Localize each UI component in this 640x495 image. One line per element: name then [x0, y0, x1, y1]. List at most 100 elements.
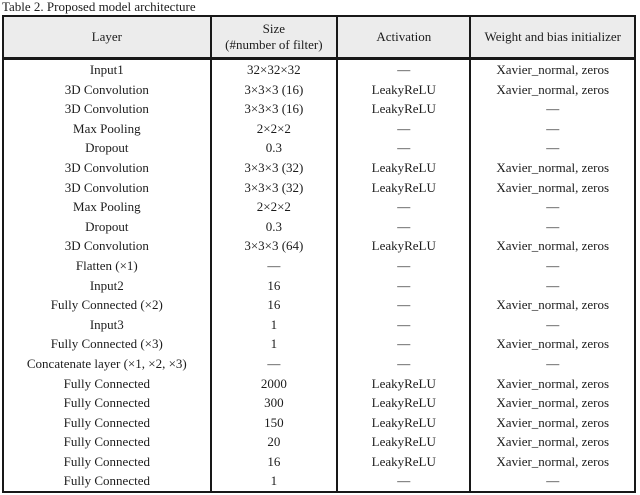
table-row: Fully Connected 2000 LeakyReLU Xavier_norma…: [2, 373, 636, 394]
table-cell: Input2: [2, 275, 212, 296]
table-cell: LeakyReLU: [336, 373, 472, 394]
column-header-sublabel: (#number of filter): [225, 37, 323, 52]
table-cell: Xavier_normal, zeros: [469, 451, 636, 472]
column-header-label: Activation: [376, 29, 432, 44]
table-cell: 3D Convolution: [2, 79, 212, 100]
table-cell: 16: [209, 275, 339, 296]
table-row: Dropout 0.3— —: [2, 216, 636, 237]
table-cell: 1: [209, 314, 339, 335]
table-row: 3D Convolution 3×3×3 (32) LeakyReLU Xavier_…: [2, 177, 636, 198]
table-cell: —: [209, 255, 339, 276]
table-cell: —: [469, 314, 636, 335]
table-cell: Fully Connected: [2, 471, 212, 493]
table-cell: Fully Connected (×2): [2, 295, 212, 315]
table-cell: Dropout: [2, 138, 212, 158]
table-cell: 3D Convolution: [2, 99, 212, 119]
table-cell: —: [209, 353, 339, 374]
table-row: Input2 16— —: [2, 275, 636, 296]
table-row: Max Pooling 2×2×2— —: [2, 118, 636, 139]
table-row: Fully Connected 20 LeakyReLU Xavier_normal,…: [2, 432, 636, 452]
table-cell: —: [336, 118, 472, 139]
table-cell: 1: [209, 334, 339, 354]
table-row: Fully Connected 300 LeakyReLU Xavier_normal…: [2, 393, 636, 413]
table-cell: 300: [209, 393, 339, 413]
table-cell: Flatten (×1): [2, 255, 212, 276]
table-row: 3D Convolution 3×3×3 (64) LeakyReLU Xavier_…: [2, 236, 636, 256]
table-cell: Fully Connected: [2, 451, 212, 472]
table-cell: 2000: [209, 373, 339, 394]
table-cell: Input1: [2, 58, 212, 80]
table-caption: Table 2. Proposed model architecture: [2, 0, 196, 14]
table-cell: 3D Convolution: [2, 177, 212, 198]
table-cell: 2×2×2: [209, 197, 339, 217]
table-cell: —: [336, 138, 472, 158]
table-cell: —: [469, 471, 636, 493]
table-cell: LeakyReLU: [336, 79, 472, 100]
table-row: Max Pooling 2×2×2— —: [2, 197, 636, 217]
table-cell: —: [469, 275, 636, 296]
table-cell: 16: [209, 295, 339, 315]
column-header-label: Weight and bias initializer: [484, 29, 621, 44]
table-cell: 16: [209, 451, 339, 472]
table-cell: LeakyReLU: [336, 393, 472, 413]
column-header-size: Size (#number of filter): [209, 16, 339, 60]
table-cell: Concatenate layer (×1, ×2, ×3): [2, 353, 212, 374]
table-cell: 0.3: [209, 138, 339, 158]
table-cell: 1: [209, 471, 339, 493]
table-cell: 2×2×2: [209, 118, 339, 139]
table-cell: Xavier_normal, zeros: [469, 334, 636, 354]
table-cell: —: [336, 255, 472, 276]
table-row: Input1 32×32×32— Xavier_normal, zeros: [2, 58, 636, 80]
table-cell: Fully Connected: [2, 432, 212, 452]
table-cell: 3×3×3 (32): [209, 177, 339, 198]
table-row: Concatenate layer (×1, ×2, ×3) — — —: [2, 353, 636, 374]
table-cell: Xavier_normal, zeros: [469, 157, 636, 178]
table-cell: LeakyReLU: [336, 157, 472, 178]
table-cell: 0.3: [209, 216, 339, 237]
table-cell: Xavier_normal, zeros: [469, 432, 636, 452]
table-header: Layer Size (#number of filter) Activatio…: [2, 16, 636, 60]
model-architecture-table: Layer Size (#number of filter) Activatio…: [2, 15, 636, 494]
table-row: Input3 1— —: [2, 314, 636, 335]
table-cell: —: [336, 334, 472, 354]
table-cell: LeakyReLU: [336, 451, 472, 472]
table-row: 3D Convolution 3×3×3 (16) LeakyReLU Xavier_…: [2, 79, 636, 100]
table-cell: Xavier_normal, zeros: [469, 79, 636, 100]
table-cell: 3×3×3 (16): [209, 79, 339, 100]
table-cell: 3×3×3 (32): [209, 157, 339, 178]
table-cell: LeakyReLU: [336, 236, 472, 256]
table-row: 3D Convolution 3×3×3 (32) LeakyReLU Xavier_…: [2, 157, 636, 178]
table-cell: LeakyReLU: [336, 432, 472, 452]
table-cell: Xavier_normal, zeros: [469, 236, 636, 256]
table-cell: —: [469, 216, 636, 237]
table-cell: —: [336, 353, 472, 374]
table-cell: 3D Convolution: [2, 157, 212, 178]
table-row: Fully Connected 1— —: [2, 471, 636, 493]
table-cell: Xavier_normal, zeros: [469, 177, 636, 198]
table-row: Flatten (×1) — — —: [2, 255, 636, 276]
table-cell: —: [469, 118, 636, 139]
table-row: Fully Connected 16 LeakyReLU Xavier_normal,…: [2, 451, 636, 472]
table-cell: Dropout: [2, 216, 212, 237]
table-cell: —: [469, 197, 636, 217]
table-cell: Xavier_normal, zeros: [469, 58, 636, 80]
table-cell: Fully Connected (×3): [2, 334, 212, 354]
table-cell: —: [469, 138, 636, 158]
table-cell: —: [336, 58, 472, 80]
table-cell: Xavier_normal, zeros: [469, 373, 636, 394]
table-row: Fully Connected 150 LeakyReLU Xavier_normal…: [2, 412, 636, 433]
table-cell: Fully Connected: [2, 393, 212, 413]
table-cell: 3×3×3 (16): [209, 99, 339, 119]
table-cell: LeakyReLU: [336, 177, 472, 198]
table-cell: —: [336, 197, 472, 217]
table-cell: —: [336, 314, 472, 335]
table-cell: Fully Connected: [2, 412, 212, 433]
header-row: Layer Size (#number of filter) Activatio…: [2, 16, 636, 60]
table-cell: Max Pooling: [2, 197, 212, 217]
column-header-initializer: Weight and bias initializer: [469, 16, 636, 60]
table-cell: —: [336, 295, 472, 315]
table-row: Dropout 0.3— —: [2, 138, 636, 158]
table-cell: Xavier_normal, zeros: [469, 412, 636, 433]
column-header-activation: Activation: [336, 16, 472, 60]
